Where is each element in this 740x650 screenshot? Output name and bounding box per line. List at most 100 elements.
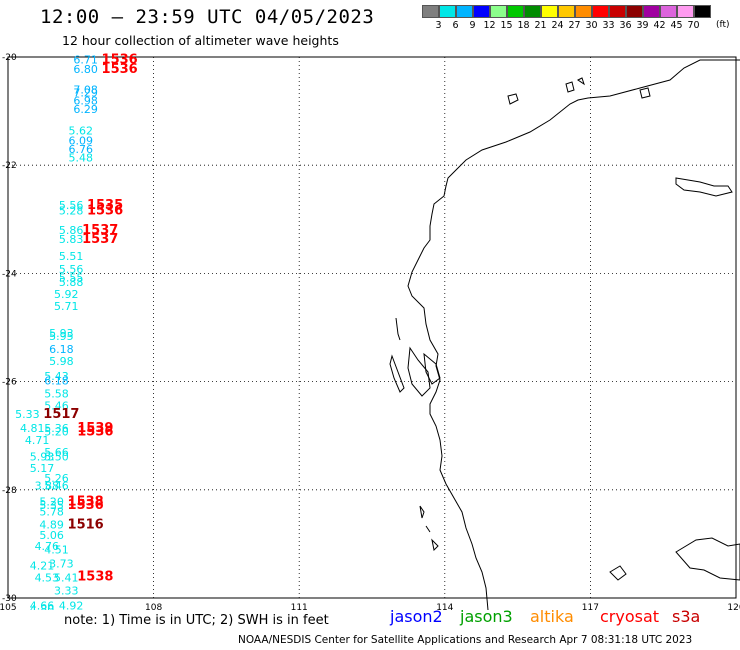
legend-label: 18 [517, 20, 530, 31]
observation-label: 5.62 [69, 125, 94, 138]
longitude-label: 105 [0, 603, 17, 610]
legend-labels: 3 6 9 12 15 18 21 24 27 30 33 36 39 42 45 70 [422, 20, 711, 31]
observation-label: 4.53 [35, 571, 60, 584]
legend-swatch [677, 5, 694, 18]
observation-label: 5.86 [59, 224, 84, 237]
longitude-label: 117 [582, 603, 599, 610]
montebello-islands [565, 77, 585, 93]
java-island [675, 177, 733, 197]
observation-label: 5.93 [49, 327, 74, 340]
observation-label: 3.88 [35, 479, 60, 492]
legend-swatch [507, 5, 524, 18]
lat-lon-grid [7, 56, 737, 599]
observation-label: 3.73 [49, 557, 74, 570]
observation-label: 1537 [82, 223, 118, 238]
legend-label: 36 [619, 20, 632, 31]
satellite-jason2: jason2 [390, 607, 443, 626]
latitude-label: -30 [2, 594, 17, 604]
observation-label: 5.93 [30, 450, 55, 463]
observation-label: 5.48 [69, 152, 94, 165]
observation-label: 5.06 [39, 529, 64, 542]
wave-height-observations: 6.716.80153615367.087.296.986.295.626.09… [15, 53, 138, 610]
legend-label: 30 [585, 20, 598, 31]
observation-label: 5.88 [59, 276, 84, 289]
dirk-hartog-island [389, 354, 405, 393]
legend-label: 24 [551, 20, 564, 31]
observation-label: 7.29 [73, 87, 98, 100]
satellite-altika: altika [530, 607, 574, 626]
observation-label: 7.08 [73, 83, 98, 96]
legend-label: 70 [687, 20, 700, 31]
legend-label: 42 [653, 20, 666, 31]
legend-label: 45 [670, 20, 683, 31]
observation-label: 6.09 [69, 134, 94, 147]
observation-label: 5.83 [59, 233, 84, 246]
observation-label: 4.76 [35, 540, 60, 553]
observation-label: 1538 [77, 569, 113, 584]
observation-label: 1536 [102, 53, 138, 68]
observation-label: 5.71 [54, 300, 79, 313]
legend-swatch [660, 5, 677, 18]
legend-swatch [575, 5, 592, 18]
observation-label: 4.92 [59, 600, 84, 610]
legend-swatch [626, 5, 643, 18]
observation-label: 4.81 [20, 422, 45, 435]
observation-label: 1535 [87, 198, 123, 213]
shark-bay-peninsula [407, 346, 431, 397]
observation-label: 6.80 [73, 63, 98, 76]
observation-label: 5.66 [44, 446, 69, 459]
observation-label: 5.51 [59, 250, 84, 263]
latitude-label: -26 [2, 378, 17, 388]
observation-label: 5.43 [44, 370, 69, 383]
mainland-coast [407, 59, 740, 610]
legend-unit: (ft) [716, 20, 730, 30]
barrow-island [507, 93, 519, 105]
observation-label: 6.98 [73, 94, 98, 107]
observation-label: 5.55 [59, 272, 84, 285]
legend-label: 15 [500, 20, 513, 31]
legend-swatches [422, 5, 711, 18]
longitude-label: 111 [291, 603, 308, 610]
latitude-label: -22 [2, 161, 17, 171]
legend-label: 21 [534, 20, 547, 31]
satellite-jason3: jason3 [460, 607, 513, 626]
map-subtitle: 12 hour collection of altimeter wave hei… [62, 33, 339, 48]
observation-label: 5.20 [44, 425, 69, 438]
legend-label: 3 [435, 20, 442, 31]
legend-swatch [643, 5, 660, 18]
observation-label: 6.29 [73, 103, 98, 116]
observation-label: 1538 [68, 495, 104, 510]
credit-footer: NOAA/NESDIS Center for Satellite Applica… [238, 634, 693, 646]
wave-height-map: 105 108 111 114 117 120 -20 -22 -24 -26 -28 -30 6.… [0, 53, 740, 610]
observation-label: 3.33 [54, 584, 79, 597]
observation-label: 1536 [102, 62, 138, 77]
coastline [389, 59, 740, 610]
observation-label: 5.95 [49, 330, 74, 343]
latitude-label: -28 [2, 486, 17, 496]
observation-label: 1516 [68, 517, 104, 532]
observation-label: 5.33 [15, 408, 40, 421]
observation-label: 6.18 [49, 343, 74, 356]
legend-swatch [439, 5, 456, 18]
longitude-labels: 105 108 111 114 117 120 [0, 603, 740, 610]
dorre-island [395, 317, 401, 341]
observation-label: 5.92 [54, 288, 79, 301]
legend-swatch [558, 5, 575, 18]
observation-label: 1536 [77, 424, 113, 439]
satellite-cryosat: cryosat [600, 607, 660, 626]
legend-label: 27 [568, 20, 581, 31]
longitude-label: 120 [727, 603, 740, 610]
dampier-islands [639, 87, 651, 99]
observation-label: 1536 [87, 204, 123, 219]
observation-label: 1517 [43, 407, 79, 422]
observation-label: 5.20 [39, 496, 64, 509]
observation-label: 1536 [68, 498, 104, 513]
legend-swatch [541, 5, 558, 18]
observation-label: 4.71 [25, 434, 50, 447]
observation-label: 5.78 [39, 505, 64, 518]
observation-label: 5.56 [59, 263, 84, 276]
legend-swatch [609, 5, 626, 18]
observation-label: 6.71 [73, 54, 98, 67]
observation-label: 5.46 [44, 399, 69, 412]
south-coast-east [609, 537, 740, 581]
